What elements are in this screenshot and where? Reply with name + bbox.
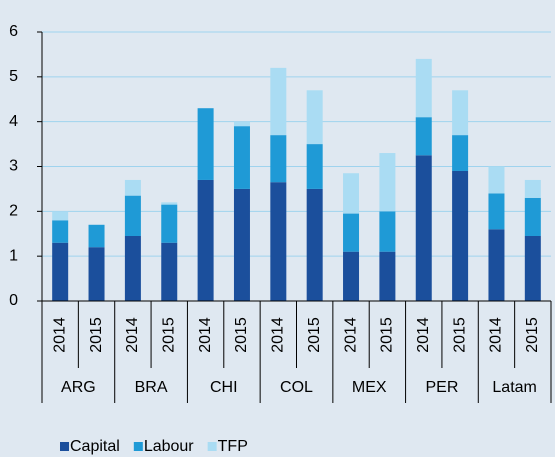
group-label: BRA — [135, 379, 168, 396]
bar-segment — [52, 211, 69, 221]
legend-swatch — [207, 442, 217, 451]
bar-segment — [415, 117, 432, 156]
x-tick-label: 2015 — [379, 317, 396, 353]
y-tick-label: 1 — [9, 247, 18, 264]
bar-segment — [233, 121, 250, 127]
y-tick-label: 4 — [9, 113, 18, 130]
bar-segment — [124, 235, 141, 301]
bar-segment — [415, 58, 432, 118]
bar-segment — [306, 90, 323, 145]
y-tick-label: 0 — [9, 292, 18, 309]
bar-segment — [524, 179, 541, 198]
bar-segment — [343, 173, 360, 214]
bar-segment — [88, 224, 105, 248]
bar-segment — [233, 126, 250, 189]
y-tick-label: 6 — [9, 23, 18, 40]
y-tick-label: 2 — [9, 203, 18, 220]
bar-segment — [52, 220, 69, 243]
y-tick-label: 5 — [9, 68, 18, 85]
bar-segment — [161, 202, 178, 205]
bar-segment — [306, 144, 323, 189]
x-tick-label: 2015 — [524, 317, 541, 353]
bar-segment — [270, 67, 287, 136]
bar-segment — [197, 108, 214, 180]
bar-segment — [379, 153, 396, 212]
bar-segment — [161, 204, 178, 243]
group-label: CHI — [210, 379, 238, 396]
bar-segment — [452, 90, 469, 136]
bar-segment — [233, 188, 250, 301]
x-tick-label: 2015 — [306, 317, 323, 353]
bar-segment — [452, 170, 469, 301]
bar-segment — [52, 242, 69, 301]
bar-segment — [488, 229, 505, 301]
group-label: MEX — [352, 379, 387, 396]
bar-segment — [197, 179, 214, 301]
legend-swatch — [60, 442, 69, 451]
bar-segment — [452, 135, 469, 171]
group-label: ARG — [61, 379, 96, 396]
x-tick-label: 2014 — [197, 317, 214, 353]
bar-segment — [343, 213, 360, 252]
bar-segment — [270, 135, 287, 183]
bar-segment — [379, 251, 396, 301]
bar-segment — [415, 155, 432, 301]
bar-segment — [488, 166, 505, 194]
x-tick-label: 2015 — [88, 317, 105, 353]
bar-segment — [124, 179, 141, 196]
group-label: COL — [280, 379, 313, 396]
x-tick-label: 2015 — [160, 317, 177, 353]
bar-segment — [88, 247, 105, 301]
legend-label: TFP — [218, 438, 248, 455]
x-tick-label: 2014 — [415, 317, 432, 353]
x-tick-label: 2014 — [51, 317, 68, 353]
x-tick-label: 2014 — [488, 317, 505, 353]
bar-segment — [161, 242, 178, 301]
bar-segment — [379, 211, 396, 252]
x-tick-label: 2014 — [270, 317, 287, 353]
bar-segment — [524, 197, 541, 236]
legend-swatch — [133, 442, 143, 451]
y-tick-label: 3 — [9, 158, 18, 175]
x-tick-label: 2014 — [342, 317, 359, 353]
bar-segment — [488, 193, 505, 230]
bar-segment — [124, 195, 141, 236]
legend-label: Labour — [144, 438, 194, 455]
group-label: PER — [425, 379, 458, 396]
bar-segment — [524, 235, 541, 301]
x-tick-label: 2014 — [124, 317, 141, 353]
legend-label: Capital — [70, 438, 120, 455]
x-tick-label: 2015 — [233, 317, 250, 353]
group-label: Latam — [492, 379, 536, 396]
bar-segment — [343, 251, 360, 301]
x-tick-label: 2015 — [451, 317, 468, 353]
bar-segment — [306, 188, 323, 301]
bar-segment — [270, 182, 287, 301]
